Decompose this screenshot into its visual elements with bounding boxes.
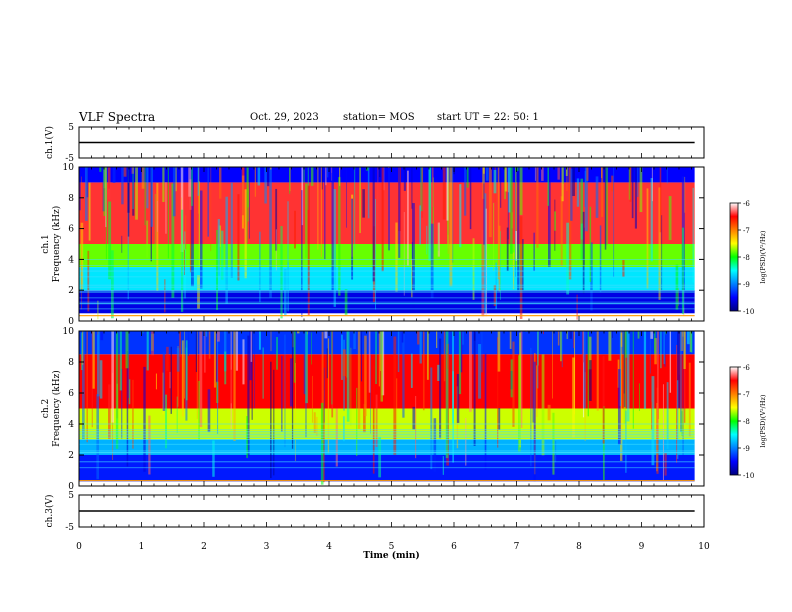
x-tick-label: 5 xyxy=(389,542,395,552)
colorbar-tick-label: -10 xyxy=(743,472,754,480)
x-tick-label: 2 xyxy=(201,542,207,552)
y-tick-label: 8 xyxy=(68,358,74,368)
y-tick-label: 8 xyxy=(68,194,74,204)
y-tick-label: 10 xyxy=(63,327,75,337)
start-time-label: start UT = 22: 50: 1 xyxy=(437,112,539,123)
figure-title: VLF Spectra xyxy=(79,110,156,124)
x-tick-label: 7 xyxy=(514,542,520,552)
y-tick-label: 5 xyxy=(68,123,74,133)
y-axis-label: ch.2 xyxy=(41,399,51,418)
y-tick-label: 4 xyxy=(68,420,74,430)
x-tick-label: 4 xyxy=(326,542,332,552)
spectrogram-band xyxy=(79,455,695,482)
y-tick-label: -5 xyxy=(65,154,74,164)
colorbar-tick-label: -6 xyxy=(743,200,750,208)
x-tick-label: 9 xyxy=(639,542,645,552)
y-tick-label: 2 xyxy=(68,286,74,296)
y-tick-label: 10 xyxy=(63,163,75,173)
colorbar xyxy=(729,366,739,476)
y-tick-label: 4 xyxy=(68,255,74,265)
spectrogram-texture xyxy=(79,167,695,320)
spectrogram-band xyxy=(79,267,695,291)
colorbar-tick-label: -6 xyxy=(743,364,750,372)
y-tick-label: 2 xyxy=(68,451,74,461)
colorbar-label: log(PSD)(V²/Hz) xyxy=(759,394,767,447)
x-tick-label: 8 xyxy=(576,542,582,552)
spectrogram-texture xyxy=(79,331,695,485)
y-axis-label: Frequency (kHz) xyxy=(51,206,62,283)
x-tick-label: 10 xyxy=(698,542,710,552)
y-tick-label: -5 xyxy=(65,523,74,533)
y-axis-label: ch.1(V) xyxy=(44,126,55,159)
y-tick-label: 0 xyxy=(68,317,74,327)
y-tick-label: 6 xyxy=(68,225,74,235)
y-tick-label: 5 xyxy=(68,491,74,501)
date-label: Oct. 29, 2023 xyxy=(250,112,319,123)
colorbar-tick-label: -9 xyxy=(743,445,750,453)
y-axis-label: ch.3(V) xyxy=(44,495,55,528)
colorbar-tick-label: -7 xyxy=(743,227,750,235)
x-axis-label: Time (min) xyxy=(363,550,420,561)
colorbar-tick-label: -10 xyxy=(743,308,754,316)
x-tick-label: 0 xyxy=(76,542,82,552)
colorbar-tick-label: -7 xyxy=(743,391,750,399)
spectrogram-band xyxy=(79,244,695,268)
y-tick-label: 0 xyxy=(68,482,74,492)
y-axis-label: ch.1 xyxy=(41,234,51,253)
y-axis-label: Frequency (kHz) xyxy=(51,370,62,447)
colorbar-tick-label: -8 xyxy=(743,254,750,262)
colorbar xyxy=(729,202,739,312)
x-tick-label: 1 xyxy=(139,542,145,552)
x-tick-label: 3 xyxy=(264,542,270,552)
spectrogram-band xyxy=(79,167,695,183)
y-tick-label: 6 xyxy=(68,389,74,399)
x-tick-label: 6 xyxy=(451,542,457,552)
spectrogram-band xyxy=(79,354,695,409)
spectrogram-band xyxy=(79,331,695,355)
colorbar-tick-label: -8 xyxy=(743,418,750,426)
station-label: station= MOS xyxy=(343,112,415,123)
colorbar-label: log(PSD)(V²/Hz) xyxy=(759,230,767,283)
colorbar-tick-label: -9 xyxy=(743,281,750,289)
